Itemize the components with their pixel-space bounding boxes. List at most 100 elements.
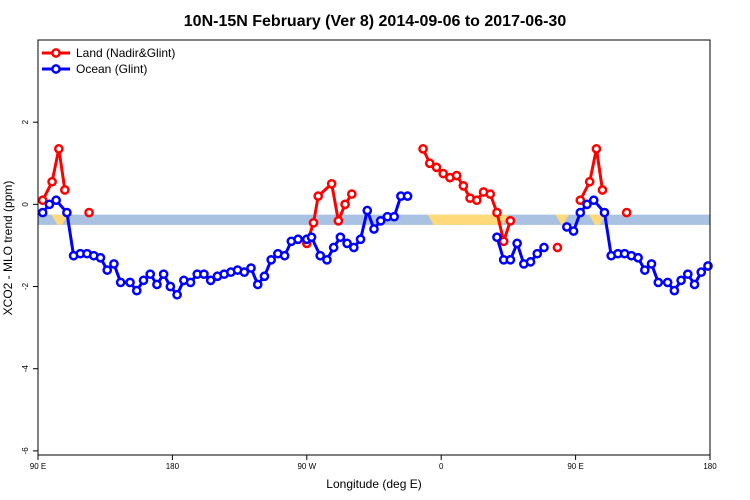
data-point-land [313, 191, 324, 201]
legend-marker-land [51, 48, 61, 58]
data-point-land [492, 207, 502, 218]
data-point-ocean [266, 254, 277, 265]
data-point-land [346, 189, 357, 199]
data-point-ocean [279, 250, 290, 261]
data-point-ocean [669, 285, 680, 296]
data-point-ocean [51, 195, 61, 206]
data-point-land [47, 176, 57, 187]
data-point-ocean [568, 226, 579, 236]
data-point-ocean [505, 254, 516, 265]
data-point-ocean [152, 279, 162, 290]
x-tick-label: 180 [166, 462, 180, 471]
data-point-ocean [115, 277, 126, 288]
data-point-ocean [539, 242, 549, 253]
data-point-ocean [402, 191, 413, 201]
data-point-land [552, 242, 563, 253]
x-tick-label: 90 E [30, 462, 46, 471]
data-point-ocean [375, 215, 386, 226]
data-point-ocean [259, 271, 270, 282]
data-point-ocean [165, 281, 176, 292]
data-point-ocean [131, 285, 142, 296]
data-point-land [584, 176, 595, 187]
band-highlight [589, 214, 606, 225]
data-point-ocean [525, 257, 536, 267]
data-point-land [505, 215, 516, 226]
x-axis-label: Longitude (deg E) [326, 477, 421, 491]
data-point-ocean [703, 261, 713, 271]
data-point-ocean [646, 259, 657, 269]
reference-band [38, 214, 710, 225]
data-point-ocean [639, 265, 650, 275]
data-point-land [37, 195, 48, 206]
y-tick-label: 0 [21, 202, 30, 207]
band-highlight [427, 214, 509, 225]
data-point-ocean [293, 234, 303, 245]
data-point-land [485, 189, 496, 199]
data-point-land [451, 170, 462, 181]
data-point-ocean [328, 242, 339, 253]
data-point-ocean [335, 232, 346, 243]
data-point-land [53, 144, 64, 154]
data-point-ocean [633, 252, 643, 263]
data-point-ocean [532, 248, 543, 259]
x-tick-label: 0 [439, 462, 444, 471]
data-point-land [458, 181, 469, 191]
band-highlight [51, 214, 69, 225]
data-point-land [326, 178, 337, 189]
data-point-ocean [696, 267, 707, 278]
legend-label-land: Land (Nadir&Glint) [76, 46, 175, 60]
data-point-ocean [369, 224, 379, 234]
data-point-land [438, 168, 449, 179]
data-point-ocean [512, 238, 522, 249]
data-point-ocean [575, 207, 586, 218]
y-axis-label: XCO2 - MLO trend (ppm) [1, 181, 15, 316]
data-point-ocean [322, 254, 332, 265]
data-point-land [340, 199, 350, 210]
x-tick-label: 90 W [297, 462, 316, 471]
data-point-ocean [348, 242, 359, 253]
legend-label-ocean: Ocean (Glint) [76, 62, 147, 76]
data-point-ocean [389, 211, 400, 222]
data-point-land [575, 195, 586, 206]
data-point-land [431, 162, 442, 173]
data-point-ocean [37, 207, 48, 218]
data-point-land [498, 236, 509, 247]
data-point-ocean [342, 238, 352, 249]
series-line-land [41, 147, 67, 201]
data-point-ocean [315, 250, 326, 261]
data-point-ocean [102, 265, 113, 275]
legend-marker-ocean [51, 64, 61, 74]
data-point-ocean [199, 269, 209, 280]
band-rect [38, 214, 710, 225]
y-tick-label: -2 [21, 282, 30, 290]
data-point-land [418, 144, 428, 154]
data-point-ocean [62, 207, 72, 218]
series-line-land [578, 147, 604, 201]
data-point-ocean [682, 269, 693, 280]
data-point-ocean [492, 232, 502, 243]
data-point-land [597, 185, 608, 195]
data-point-land [84, 207, 94, 218]
data-point-ocean [355, 234, 366, 245]
data-point-ocean [172, 289, 182, 300]
data-point-ocean [306, 232, 317, 243]
data-point-ocean [653, 277, 664, 288]
x-tick-label: 180 [703, 462, 717, 471]
y-tick-label: 2 [21, 119, 30, 124]
data-point-ocean [185, 277, 196, 288]
band-highlight [555, 214, 569, 225]
plot-frame [37, 39, 711, 456]
data-point-ocean [95, 252, 106, 263]
data-point-ocean [676, 275, 686, 286]
data-point-ocean [588, 195, 599, 206]
data-point-ocean [138, 275, 149, 286]
data-point-ocean [145, 269, 156, 280]
data-point-land [60, 185, 70, 195]
data-point-ocean [599, 207, 610, 218]
data-point-ocean [662, 277, 673, 288]
data-point-land [471, 195, 482, 206]
data-point-ocean [689, 279, 700, 290]
data-point-ocean [109, 259, 119, 269]
data-point-ocean [158, 269, 169, 280]
